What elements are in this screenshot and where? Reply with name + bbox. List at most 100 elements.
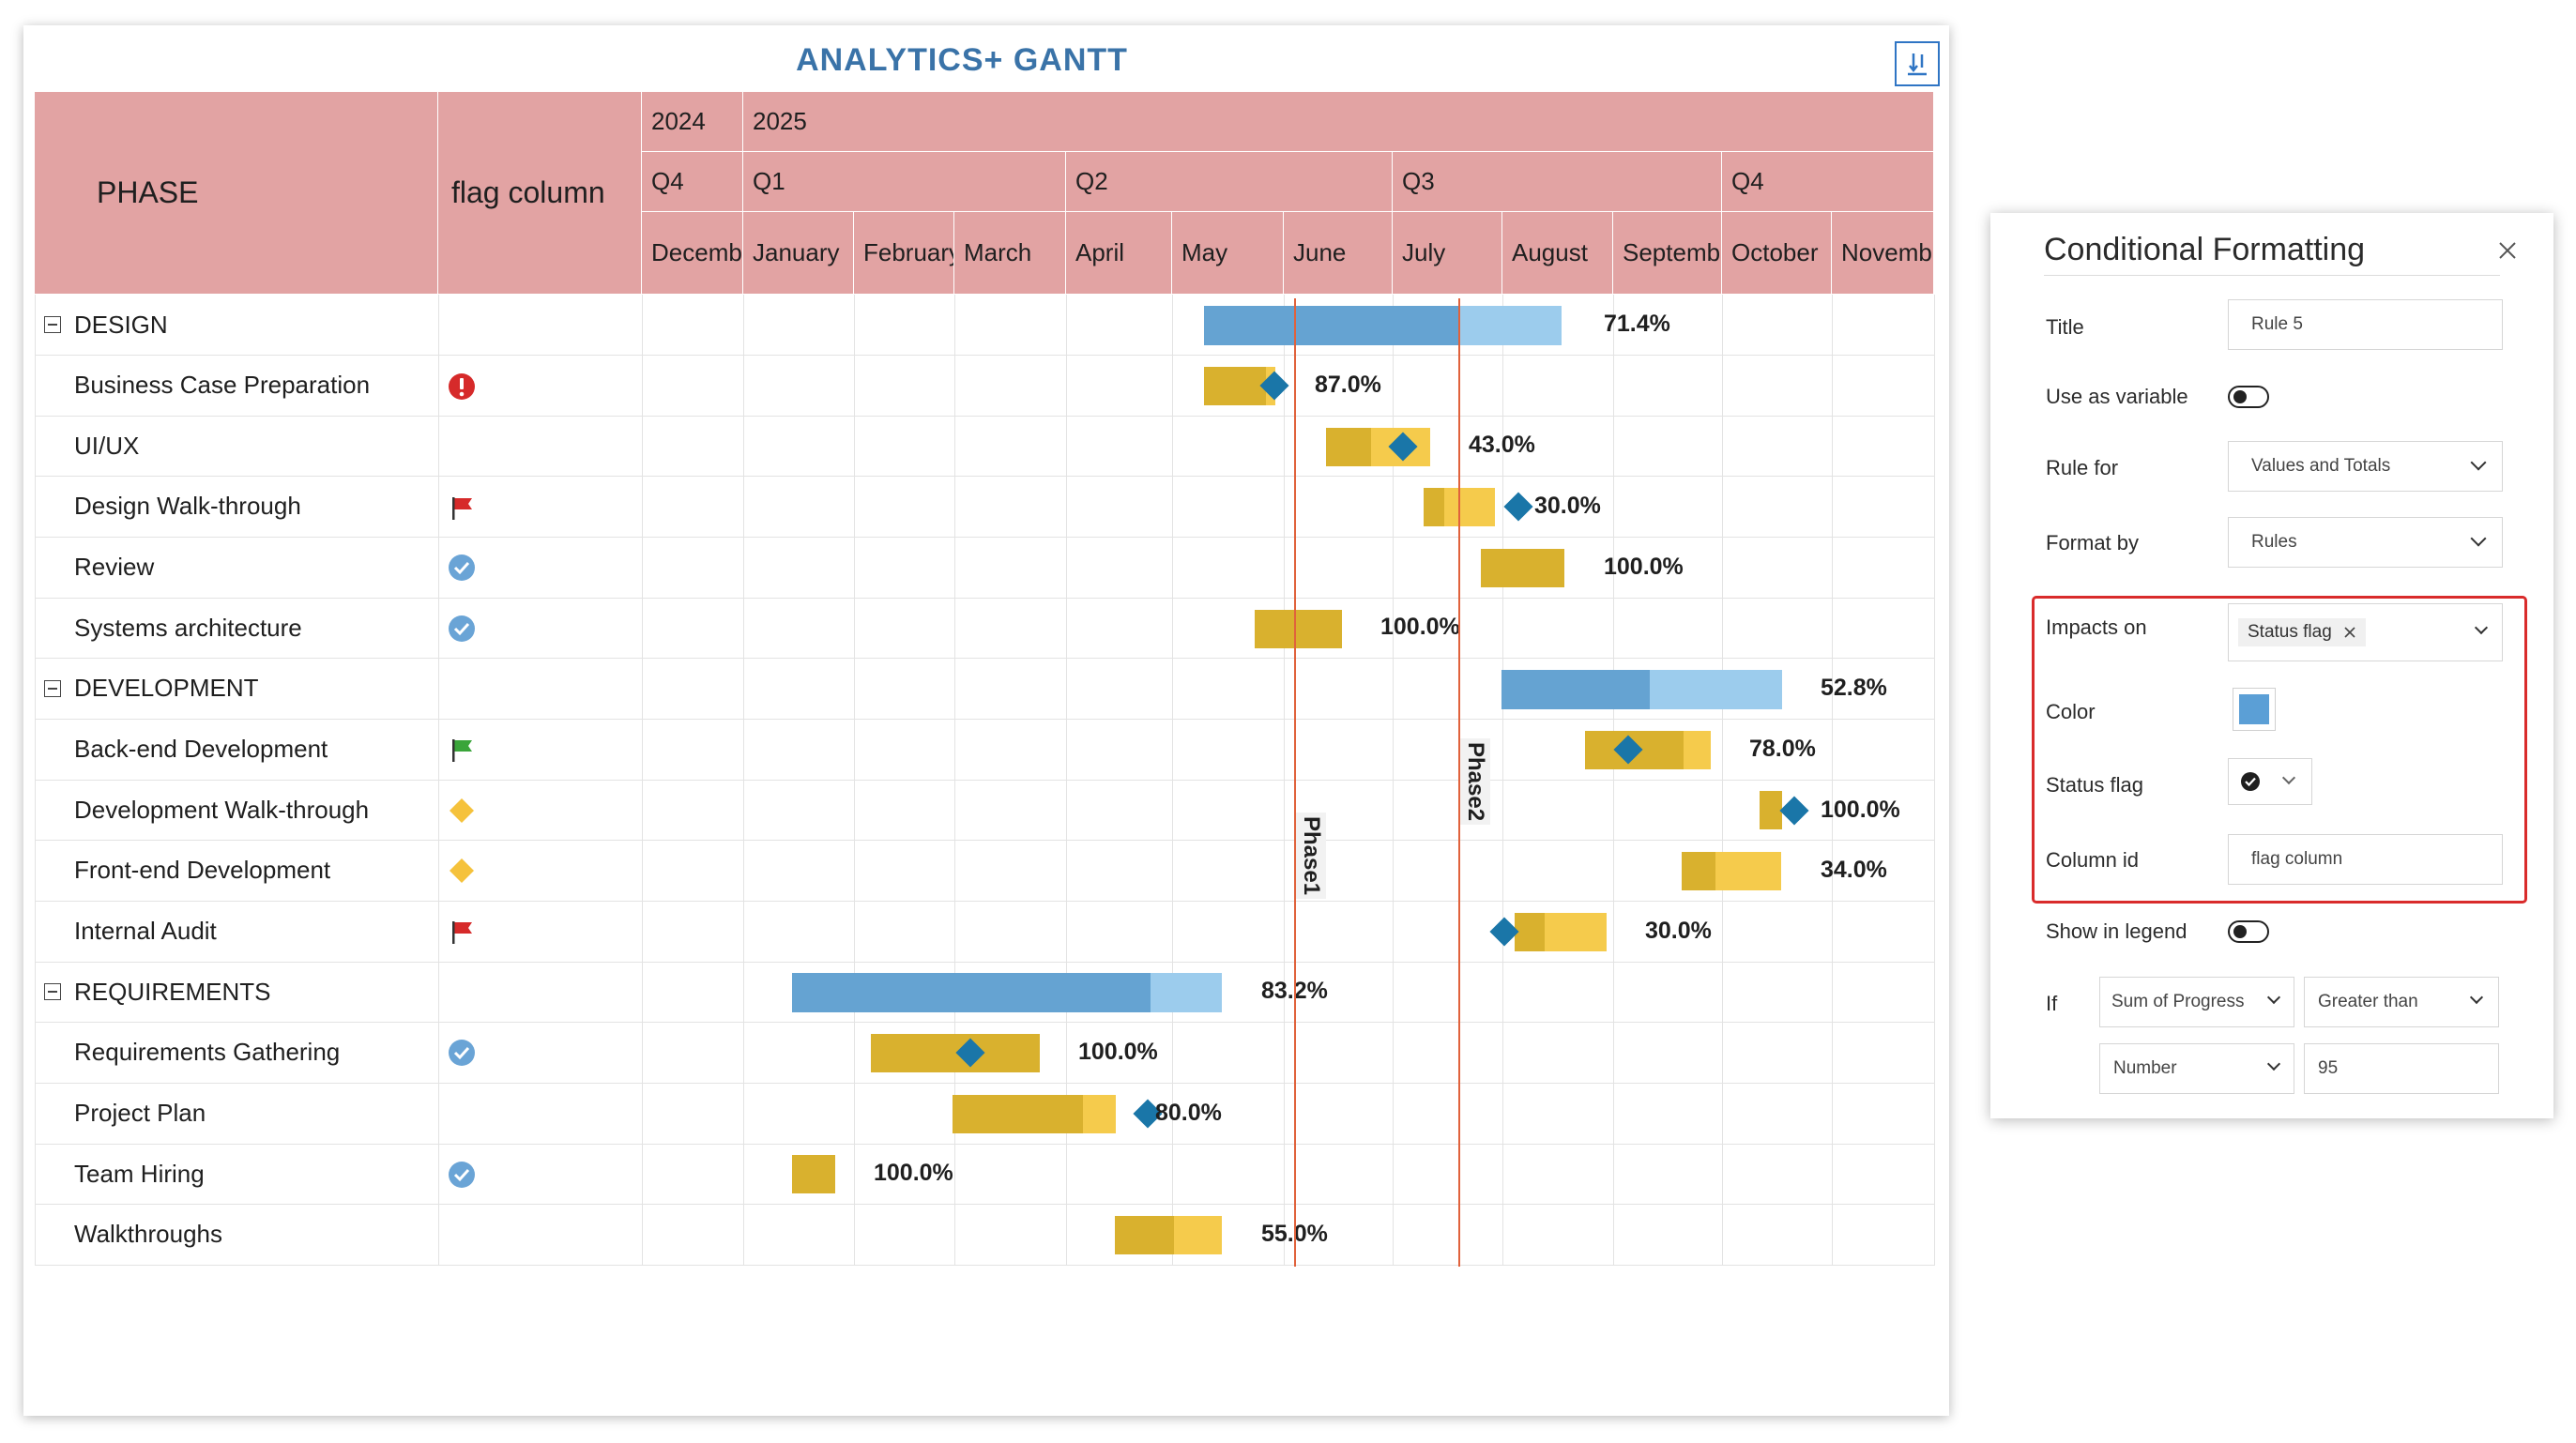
row-label: Design Walk-through [74, 492, 301, 520]
group-bar-progress[interactable] [1204, 306, 1459, 345]
row-label: Review [74, 553, 155, 581]
if-value: 95 [2318, 1058, 2339, 1078]
panel-title: Conditional Formatting [2044, 232, 2366, 267]
group-bar-progress[interactable] [792, 973, 1151, 1012]
quarter-header: Q2 [1066, 152, 1393, 212]
impacts-on-chip[interactable]: Status flag [2238, 618, 2366, 646]
phase1-marker-line[interactable] [1294, 298, 1296, 1267]
task-bar-progress[interactable] [1682, 852, 1715, 890]
milestone-marker[interactable] [1503, 492, 1533, 522]
year-header: 2025 [743, 92, 1934, 152]
month-header: October [1722, 212, 1832, 295]
group-bar-progress[interactable] [1501, 670, 1650, 709]
if-type-select[interactable]: Number [2099, 1043, 2294, 1094]
impacts-on-label: Impacts on [2046, 615, 2147, 639]
month-header: Novemb [1832, 212, 1934, 295]
row-label: Systems architecture [74, 613, 302, 642]
task-bar-progress[interactable] [1515, 913, 1545, 951]
percent-label: 100.0% [1604, 554, 1684, 580]
column-id-input[interactable]: flag column [2228, 834, 2503, 885]
chip-label: Status flag [2248, 622, 2332, 642]
format-by-select[interactable]: Rules [2228, 517, 2503, 568]
yellow-diamond-icon [450, 858, 474, 883]
task-bar-progress[interactable] [1255, 610, 1342, 648]
if-field-value: Sum of Progress [2111, 992, 2245, 1011]
collapse-icon[interactable] [44, 983, 61, 1000]
month-header: February [854, 212, 954, 295]
quarter-header: Q4 [1722, 152, 1934, 212]
collapse-icon[interactable] [44, 679, 61, 697]
show-in-legend-toggle[interactable] [2228, 920, 2269, 943]
task-bar-remaining[interactable] [1444, 488, 1495, 526]
task-bar-progress[interactable] [871, 1034, 1040, 1072]
close-icon [2499, 242, 2516, 259]
red-flag-icon [452, 497, 472, 520]
percent-label: 80.0% [1155, 1100, 1222, 1126]
task-bar-remaining[interactable] [1174, 1216, 1222, 1254]
chevron-down-icon [2469, 990, 2484, 1005]
red-flag-icon [452, 921, 472, 944]
chevron-down-icon [2281, 770, 2296, 785]
green-flag-icon [452, 739, 472, 762]
month-header: June [1284, 212, 1393, 295]
title-divider [2044, 275, 2500, 276]
if-field-select[interactable]: Sum of Progress [2099, 977, 2294, 1027]
exclamation-icon [449, 373, 475, 400]
use-as-variable-toggle[interactable] [2228, 386, 2269, 408]
milestone-marker[interactable] [1779, 796, 1809, 826]
title-input[interactable]: Rule 5 [2228, 299, 2503, 350]
task-bar-progress[interactable] [1424, 488, 1444, 526]
percent-label: 43.0% [1469, 432, 1535, 458]
task-bar-progress[interactable] [953, 1095, 1083, 1133]
group-bar-remaining[interactable] [1151, 973, 1222, 1012]
task-bar-progress[interactable] [1326, 428, 1371, 466]
check-circle-icon [449, 615, 475, 642]
task-bar-progress[interactable] [1760, 791, 1782, 829]
row-label: Back-end Development [74, 735, 328, 763]
status-flag-label: Status flag [2046, 773, 2143, 797]
column-id-label: Column id [2046, 848, 2140, 872]
group-bar-remaining[interactable] [1459, 306, 1562, 345]
if-operator-value: Greater than [2318, 992, 2418, 1011]
phase2-marker-line[interactable] [1458, 298, 1460, 1267]
row-label: Walkthroughs [74, 1220, 222, 1248]
group-bar-remaining[interactable] [1650, 670, 1782, 709]
percent-label: 100.0% [1821, 797, 1900, 823]
color-picker[interactable] [2233, 688, 2276, 731]
task-bar-progress[interactable] [792, 1155, 835, 1193]
remove-chip-icon[interactable] [2343, 626, 2356, 639]
collapse-icon[interactable] [44, 316, 61, 333]
task-bar-progress[interactable] [1204, 367, 1266, 405]
task-bar-remaining[interactable] [1715, 852, 1781, 890]
rule-for-value: Values and Totals [2251, 456, 2391, 476]
row-label: Front-end Development [74, 856, 331, 884]
gantt-grid: PHASE flag column 2024 2025 Q4 Q1 Q2 Q3 … [35, 92, 1943, 1267]
impacts-on-select[interactable]: Status flag [2228, 603, 2503, 661]
task-bar-remaining[interactable] [1083, 1095, 1116, 1133]
check-circle-icon [449, 554, 475, 581]
group-row-requirements[interactable]: REQUIREMENTS [44, 962, 270, 1022]
rule-for-label: Rule for [2046, 456, 2119, 479]
if-operator-select[interactable]: Greater than [2304, 977, 2499, 1027]
close-button[interactable] [2489, 232, 2526, 269]
rule-for-select[interactable]: Values and Totals [2228, 441, 2503, 492]
flag-column-header[interactable]: flag column [438, 92, 642, 295]
task-bar-remaining[interactable] [1684, 731, 1711, 769]
month-header: Decemb [642, 212, 743, 295]
month-header: April [1066, 212, 1172, 295]
group-row-development[interactable]: DEVELOPMENT [44, 658, 259, 719]
row-label: Project Plan [74, 1099, 206, 1127]
if-value-input[interactable]: 95 [2304, 1043, 2499, 1094]
phase1-label: Phase1 [1296, 813, 1326, 900]
task-bar-progress[interactable] [1115, 1216, 1174, 1254]
phase-header[interactable]: PHASE [35, 92, 438, 295]
export-button[interactable] [1895, 41, 1940, 86]
task-bar-progress[interactable] [1481, 549, 1564, 587]
percent-label: 100.0% [1380, 614, 1460, 640]
status-flag-select[interactable] [2228, 758, 2312, 805]
task-bar-remaining[interactable] [1545, 913, 1607, 951]
group-row-design[interactable]: DESIGN [44, 295, 168, 355]
if-type-value: Number [2113, 1058, 2177, 1078]
percent-label: 78.0% [1749, 736, 1816, 762]
format-by-value: Rules [2251, 532, 2297, 552]
